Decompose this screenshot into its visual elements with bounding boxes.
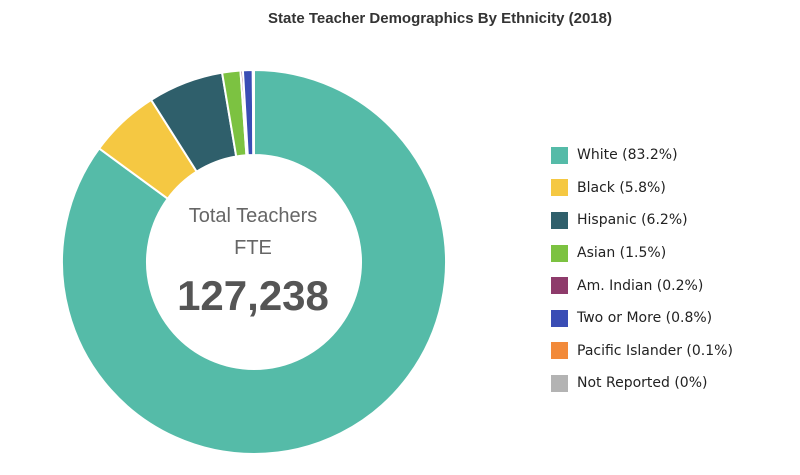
legend-label-black: Black (5.8%)	[577, 179, 666, 196]
legend-label-two-or-more: Two or More (0.8%)	[577, 310, 713, 327]
chart-title: State Teacher Demographics By Ethnicity …	[267, 10, 612, 27]
legend-label-not-reported: Not Reported (0%)	[577, 375, 708, 392]
slice-white[interactable]	[61, 68, 447, 455]
legend-swatch-pacific-islander	[551, 342, 568, 360]
legend-swatch-white	[551, 146, 568, 164]
legend-swatch-not-reported	[551, 374, 568, 392]
legend-item-black[interactable]: Black (5.8%)	[551, 172, 733, 205]
legend-label-am-indian: Am. Indian (0.2%)	[577, 277, 704, 294]
legend-item-pacific-islander[interactable]: Pacific Islander (0.1%)	[551, 335, 733, 368]
legend-label-pacific-islander: Pacific Islander (0.1%)	[577, 342, 733, 359]
center-label-line1: Total Teachers	[188, 205, 318, 227]
legend-swatch-two-or-more	[551, 309, 568, 327]
legend-swatch-black	[551, 179, 568, 197]
legend-item-two-or-more[interactable]: Two or More (0.8%)	[551, 302, 733, 335]
center-label-line2: FTE	[234, 237, 272, 259]
legend-swatch-asian	[551, 244, 568, 262]
legend-item-white[interactable]: White (83.2%)	[551, 139, 733, 172]
legend-label-hispanic: Hispanic (6.2%)	[577, 212, 688, 229]
legend-item-hispanic[interactable]: Hispanic (6.2%)	[551, 204, 733, 237]
legend-item-asian[interactable]: Asian (1.5%)	[551, 237, 733, 270]
legend-swatch-hispanic	[551, 211, 568, 229]
legend: White (83.2%) Black (5.8%) Hispanic (6.2%)…	[551, 139, 733, 400]
slice-pacific-islander[interactable]	[251, 68, 255, 157]
legend-item-not-reported[interactable]: Not Reported (0%)	[551, 367, 733, 400]
legend-item-am-indian[interactable]: Am. Indian (0.2%)	[551, 269, 733, 302]
center-total-value: 127,238	[177, 272, 329, 319]
legend-label-white: White (83.2%)	[577, 147, 678, 164]
legend-label-asian: Asian (1.5%)	[577, 245, 667, 262]
legend-swatch-am-indian	[551, 277, 568, 295]
